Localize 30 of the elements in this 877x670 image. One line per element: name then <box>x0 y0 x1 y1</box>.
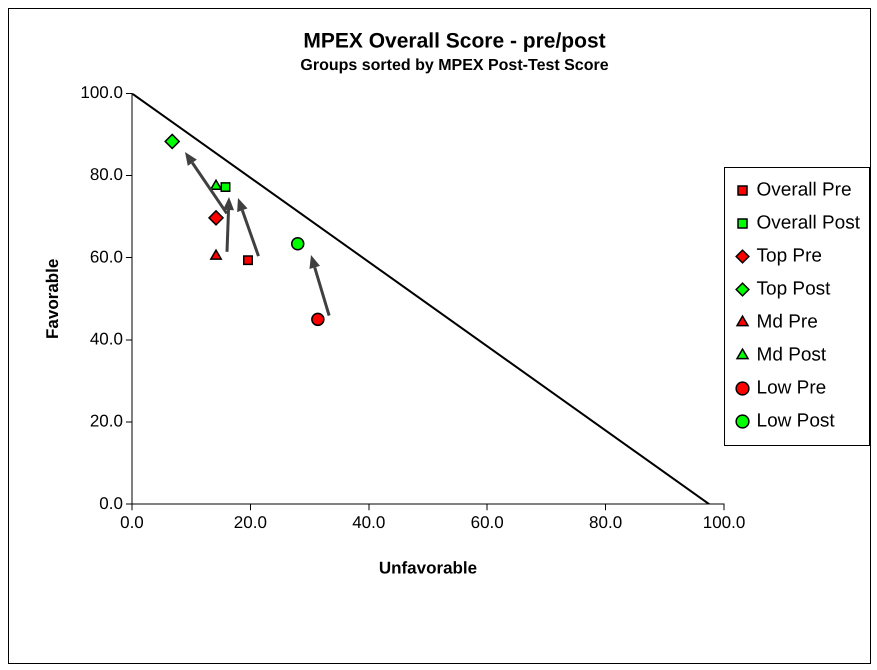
legend-label: Low Pre <box>756 378 826 399</box>
y-tick-label: 60.0 <box>90 247 123 266</box>
point <box>164 134 180 150</box>
point <box>242 255 253 266</box>
legend-label: Md Post <box>756 344 827 366</box>
x-tick-label: 40.0 <box>352 513 386 532</box>
legend-label: Top Pre <box>756 246 822 267</box>
point <box>220 182 230 192</box>
point <box>290 237 304 251</box>
y-tick-label: 0.0 <box>99 494 123 513</box>
point <box>311 312 325 326</box>
chart-title: MPEX Overall Score - pre/post <box>303 29 606 52</box>
y-tick-label: 20.0 <box>90 412 123 431</box>
x-tick-label: 20.0 <box>234 513 267 532</box>
y-tick-label: 100.0 <box>80 83 123 102</box>
x-tick-label: 60.0 <box>470 513 504 532</box>
legend-label: Overall Post <box>756 212 861 234</box>
chart-subtitle: Groups sorted by MPEX Post-Test Score <box>300 57 609 74</box>
legend-label: Low Post <box>756 410 836 432</box>
legend-label: Top Post <box>756 278 832 300</box>
point <box>208 210 224 226</box>
y-axis-title: Favorable <box>42 258 62 339</box>
x-axis-title: Unfavorable <box>378 558 478 578</box>
y-tick-label: 40.0 <box>90 330 123 349</box>
x-tick-label: 0.0 <box>120 513 144 532</box>
y-tick-label: 80.0 <box>90 165 123 184</box>
x-tick-label: 100.0 <box>702 513 746 532</box>
legend-label: Md Pre <box>756 312 818 333</box>
legend-label: Overall Pre <box>756 180 852 201</box>
x-tick-label: 80.0 <box>589 513 622 532</box>
